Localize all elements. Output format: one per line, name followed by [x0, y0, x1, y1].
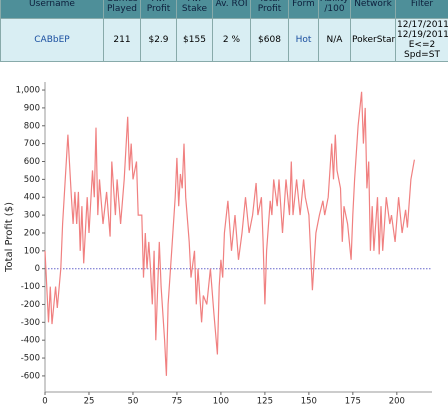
cell: $608	[250, 18, 289, 62]
stats-table: UsernameGames PlayedAv. ProfitAv. StakeA…	[0, 0, 448, 62]
cell[interactable]: CABbEP	[0, 18, 104, 62]
cell: N/A	[318, 18, 351, 62]
cell: 12/17/2011 12/19/2011 E<=2 Spd=ST	[395, 18, 448, 62]
y-axis-label: Total Profit ($)	[4, 202, 15, 273]
y-tick-label: 900	[24, 103, 40, 113]
filter-line: E<=2	[408, 40, 436, 50]
x-tick-label: 100	[213, 397, 229, 406]
header-row: UsernameGames PlayedAv. ProfitAv. StakeA…	[0, 0, 448, 19]
x-tick-label: 125	[257, 397, 273, 406]
y-tick-label: 400	[24, 193, 40, 203]
y-tick-label: 600	[24, 157, 40, 167]
y-tick-label: 100	[24, 246, 40, 256]
y-tick-label: -200	[21, 300, 40, 310]
filter-line: 12/19/2011	[397, 30, 448, 40]
cell: $155	[176, 18, 213, 62]
x-tick-label: 150	[301, 397, 317, 406]
cell[interactable]: Hot	[288, 18, 319, 62]
x-tick-label: 200	[389, 397, 405, 406]
y-tick-label: 200	[24, 228, 40, 238]
x-tick-label: 75	[172, 397, 183, 406]
filter-line: Spd=ST	[404, 50, 440, 60]
data-row: CABbEP 211 $2.9 $155 2 % $608 Hot N/A PokerStars…	[0, 18, 448, 62]
cell: 211	[103, 18, 141, 62]
y-tick-label: 1,000	[16, 86, 40, 96]
y-tick-label: 500	[24, 175, 40, 185]
x-tick-label: 175	[345, 397, 361, 406]
x-tick-label: 25	[84, 397, 95, 406]
filter-line: 12/17/2011	[397, 20, 448, 30]
y-tick-label: -100	[21, 282, 40, 292]
cell: $2.9	[140, 18, 177, 62]
x-tick-label: 0	[42, 397, 47, 406]
y-tick-label: 0	[35, 264, 40, 274]
y-tick-label: -600	[21, 371, 40, 381]
column-header[interactable]: Form	[288, 0, 319, 19]
column-header[interactable]: Games Played	[103, 0, 141, 19]
profit-line	[44, 91, 415, 376]
y-tick-label: -300	[21, 318, 40, 328]
column-header[interactable]: Ability /100	[318, 0, 351, 19]
cell: PokerStars	[350, 18, 396, 62]
y-tick-label: -400	[21, 336, 40, 346]
y-tick-label: -500	[21, 354, 40, 364]
x-tick-label: 50	[128, 397, 139, 406]
cell: 2 %	[212, 18, 251, 62]
y-tick-label: 300	[24, 211, 40, 221]
y-tick-label: 800	[24, 121, 40, 131]
y-tick-label: 700	[24, 139, 40, 149]
column-header[interactable]: Av. Profit	[140, 0, 177, 19]
